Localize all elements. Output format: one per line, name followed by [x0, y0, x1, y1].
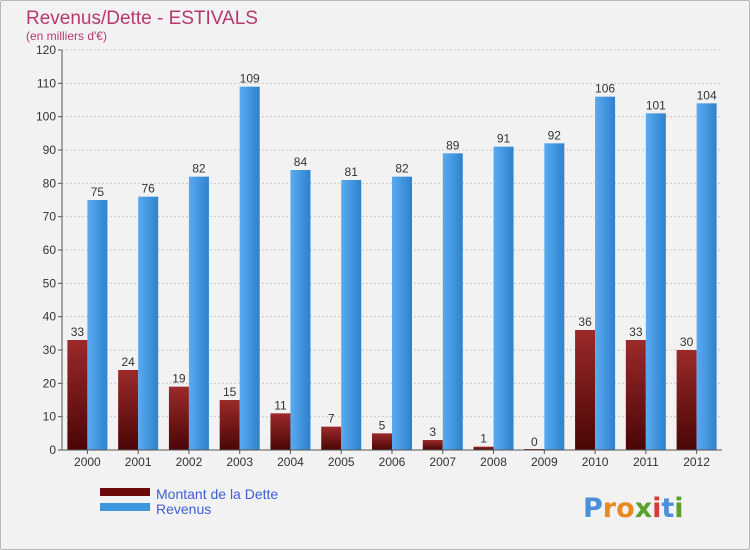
x-tick-label: 2011 — [633, 455, 659, 469]
y-tick-label: 120 — [36, 43, 56, 57]
proxiti-logo: Proxiti — [583, 493, 684, 524]
revenue-value-label: 81 — [345, 165, 359, 179]
x-tick-label: 2005 — [328, 455, 355, 469]
y-tick-label: 0 — [49, 443, 56, 457]
revenue-value-label: 106 — [595, 82, 615, 96]
logo-letter: x — [635, 493, 652, 524]
logo-letter: P — [583, 493, 603, 524]
x-tick-label: 2003 — [226, 455, 253, 469]
debt-value-label: 0 — [531, 435, 538, 449]
revenue-bar — [138, 196, 159, 450]
x-tick-label: 2004 — [277, 455, 304, 469]
revenue-value-label: 82 — [192, 162, 206, 176]
y-tick-label: 110 — [37, 76, 56, 90]
revenue-value-label: 84 — [294, 155, 308, 169]
revenue-bar — [239, 86, 260, 451]
legend-label-revenue: Revenus — [156, 501, 211, 517]
debt-value-label: 36 — [578, 315, 592, 329]
x-tick-label: 2010 — [582, 455, 609, 469]
revenue-bar — [87, 200, 108, 450]
chart-subtitle: (en milliers d'€) — [26, 29, 107, 43]
y-tick-label: 50 — [43, 276, 57, 290]
debt-bar — [168, 386, 189, 450]
debt-value-label: 33 — [629, 325, 643, 339]
y-tick-label: 80 — [43, 176, 57, 190]
debt-bar — [118, 370, 139, 450]
y-tick-label: 60 — [43, 243, 57, 257]
debt-value-label: 24 — [121, 355, 135, 369]
revenue-bar — [493, 146, 514, 450]
debt-bar — [676, 350, 697, 450]
debt-bar — [270, 413, 291, 450]
legend-label-debt: Montant de la Dette — [156, 486, 278, 502]
y-tick-label: 20 — [43, 376, 57, 390]
debt-bar — [575, 330, 596, 450]
revenue-bar — [290, 170, 311, 450]
data-labels: 33 75 24 76 19 82 15 109 11 84 7 81 5 82 3 89 1 91 0 92 36 10… — [71, 72, 717, 449]
revenue-value-label: 101 — [646, 98, 666, 112]
debt-value-label: 30 — [680, 335, 694, 349]
x-tick-label: 2009 — [531, 455, 558, 469]
debt-value-label: 11 — [274, 398, 287, 412]
revenue-value-label: 75 — [91, 185, 105, 199]
x-tick-label: 2000 — [74, 455, 101, 469]
debt-value-label: 3 — [429, 425, 436, 439]
debt-value-label: 1 — [480, 432, 487, 446]
debt-bar — [321, 426, 342, 450]
revenue-bar — [188, 176, 209, 450]
debt-value-label: 33 — [71, 325, 85, 339]
y-tick-label: 100 — [36, 110, 56, 124]
legend: Montant de la Dette Revenus — [100, 486, 278, 517]
debt-value-label: 15 — [223, 385, 237, 399]
x-tick-label: 2007 — [429, 455, 456, 469]
y-tick-label: 90 — [43, 143, 57, 157]
revenue-bar — [645, 113, 666, 450]
chart-title: Revenus/Dette - ESTIVALS — [26, 8, 258, 29]
revenue-bar — [696, 103, 717, 450]
y-tick-label: 70 — [43, 210, 57, 224]
debt-value-label: 5 — [379, 418, 386, 432]
debt-bar — [422, 440, 443, 450]
x-tick-label: 2008 — [480, 455, 507, 469]
debt-value-label: 7 — [328, 412, 335, 426]
revenue-value-label: 76 — [141, 182, 155, 196]
logo-letter: i — [652, 493, 661, 524]
revenue-bar — [392, 176, 412, 450]
bars — [67, 86, 717, 451]
revenue-value-label: 109 — [240, 72, 260, 86]
x-tick-label: 2006 — [379, 455, 406, 469]
debt-value-label: 19 — [172, 372, 186, 386]
revenue-value-label: 82 — [395, 162, 409, 176]
revenue-value-label: 91 — [497, 132, 511, 146]
revenue-value-label: 104 — [697, 88, 717, 102]
revenue-bar — [544, 143, 565, 451]
x-tick-label: 2001 — [125, 455, 152, 469]
debt-bar — [473, 446, 494, 450]
revenue-bar — [341, 180, 362, 450]
y-tick-label: 30 — [43, 343, 57, 357]
y-tick-label: 10 — [43, 410, 57, 424]
revenue-bar — [442, 153, 463, 451]
debt-bar — [372, 433, 392, 450]
logo-letter: r — [603, 493, 617, 524]
debt-bar — [219, 400, 240, 450]
debt-bar — [67, 340, 88, 450]
revenue-value-label: 89 — [446, 138, 460, 152]
x-tick-label: 2002 — [176, 455, 203, 469]
revenue-value-label: 92 — [548, 128, 562, 142]
revenue-bar — [595, 96, 616, 451]
legend-swatch-debt — [100, 488, 150, 496]
logo-letter: o — [616, 493, 635, 524]
debt-bar — [625, 340, 646, 450]
logo-letter: t — [661, 493, 674, 524]
legend-swatch-revenue — [100, 503, 150, 511]
y-tick-label: 40 — [43, 310, 57, 324]
logo-letter: i — [674, 493, 683, 524]
x-tick-label: 2012 — [683, 455, 710, 469]
